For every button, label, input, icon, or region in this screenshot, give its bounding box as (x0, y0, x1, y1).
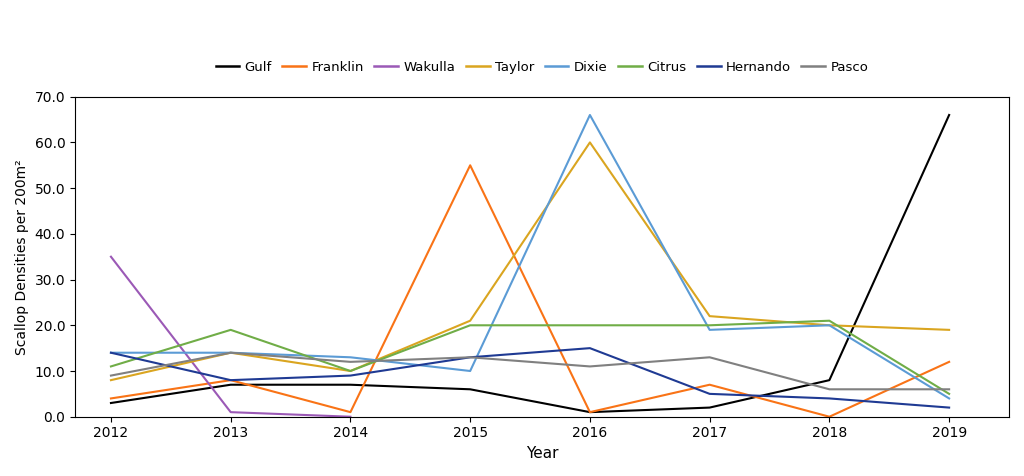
Franklin (823, 414, 836, 419)
Line: Citrus: Citrus (111, 321, 949, 394)
Citrus (823, 318, 836, 324)
Line: Taylor: Taylor (111, 142, 949, 380)
Hernando (703, 391, 716, 397)
Taylor (104, 377, 117, 383)
Wakulla (224, 409, 237, 415)
Hernando (464, 355, 476, 360)
Gulf (464, 387, 476, 392)
Line: Wakulla: Wakulla (111, 257, 350, 416)
Line: Hernando: Hernando (111, 348, 949, 407)
Taylor (703, 313, 716, 319)
Pasco (823, 387, 836, 392)
Legend: Gulf, Franklin, Wakulla, Taylor, Dixie, Citrus, Hernando, Pasco: Gulf, Franklin, Wakulla, Taylor, Dixie, … (210, 55, 873, 79)
Taylor (584, 139, 596, 145)
Citrus (584, 322, 596, 328)
Gulf (104, 400, 117, 406)
Citrus (464, 322, 476, 328)
Taylor (344, 368, 356, 374)
X-axis label: Year: Year (525, 446, 558, 461)
Pasco (224, 350, 237, 356)
Gulf (224, 382, 237, 387)
Wakulla (104, 254, 117, 259)
Citrus (344, 368, 356, 374)
Wakulla (344, 414, 356, 419)
Franklin (703, 382, 716, 387)
Pasco (943, 387, 955, 392)
Pasco (464, 355, 476, 360)
Line: Dixie: Dixie (111, 115, 949, 398)
Line: Pasco: Pasco (111, 353, 949, 389)
Hernando (224, 377, 237, 383)
Taylor (943, 327, 955, 333)
Citrus (224, 327, 237, 333)
Dixie (584, 112, 596, 118)
Pasco (584, 364, 596, 369)
Dixie (344, 355, 356, 360)
Taylor (224, 350, 237, 356)
Hernando (104, 350, 117, 356)
Taylor (464, 318, 476, 324)
Y-axis label: Scallop Densities per 200m²: Scallop Densities per 200m² (15, 159, 29, 355)
Pasco (703, 355, 716, 360)
Dixie (464, 368, 476, 374)
Franklin (943, 359, 955, 365)
Franklin (104, 396, 117, 401)
Dixie (224, 350, 237, 356)
Dixie (823, 322, 836, 328)
Hernando (584, 345, 596, 351)
Gulf (703, 405, 716, 410)
Gulf (823, 377, 836, 383)
Hernando (344, 373, 356, 378)
Taylor (823, 322, 836, 328)
Gulf (584, 409, 596, 415)
Citrus (703, 322, 716, 328)
Franklin (584, 409, 596, 415)
Hernando (943, 405, 955, 410)
Pasco (344, 359, 356, 365)
Line: Gulf: Gulf (111, 115, 949, 412)
Line: Franklin: Franklin (111, 165, 949, 416)
Hernando (823, 396, 836, 401)
Citrus (104, 364, 117, 369)
Dixie (104, 350, 117, 356)
Dixie (943, 396, 955, 401)
Franklin (224, 377, 237, 383)
Gulf (344, 382, 356, 387)
Pasco (104, 373, 117, 378)
Franklin (464, 162, 476, 168)
Franklin (344, 409, 356, 415)
Citrus (943, 391, 955, 397)
Dixie (703, 327, 716, 333)
Gulf (943, 112, 955, 118)
